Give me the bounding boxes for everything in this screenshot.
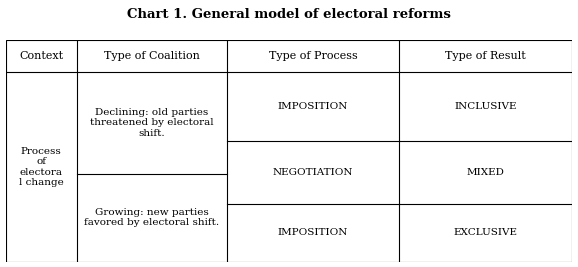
Text: Declining: old parties
threatened by electoral
shift.: Declining: old parties threatened by ele…: [90, 108, 213, 138]
Text: MIXED: MIXED: [467, 168, 505, 177]
Text: Type of Process: Type of Process: [269, 51, 357, 61]
Text: NEGOTIATION: NEGOTIATION: [273, 168, 353, 177]
Text: Process
of
electora
l change: Process of electora l change: [19, 147, 64, 187]
Text: Growing: new parties
favored by electoral shift.: Growing: new parties favored by electora…: [84, 208, 219, 227]
Text: INCLUSIVE: INCLUSIVE: [454, 102, 517, 111]
Text: EXCLUSIVE: EXCLUSIVE: [454, 228, 518, 237]
Text: Context: Context: [19, 51, 63, 61]
Text: Type of Coalition: Type of Coalition: [103, 51, 199, 61]
Text: Type of Result: Type of Result: [446, 51, 526, 61]
Text: IMPOSITION: IMPOSITION: [278, 228, 349, 237]
Text: Chart 1. General model of electoral reforms: Chart 1. General model of electoral refo…: [127, 8, 451, 21]
Text: IMPOSITION: IMPOSITION: [278, 102, 349, 111]
